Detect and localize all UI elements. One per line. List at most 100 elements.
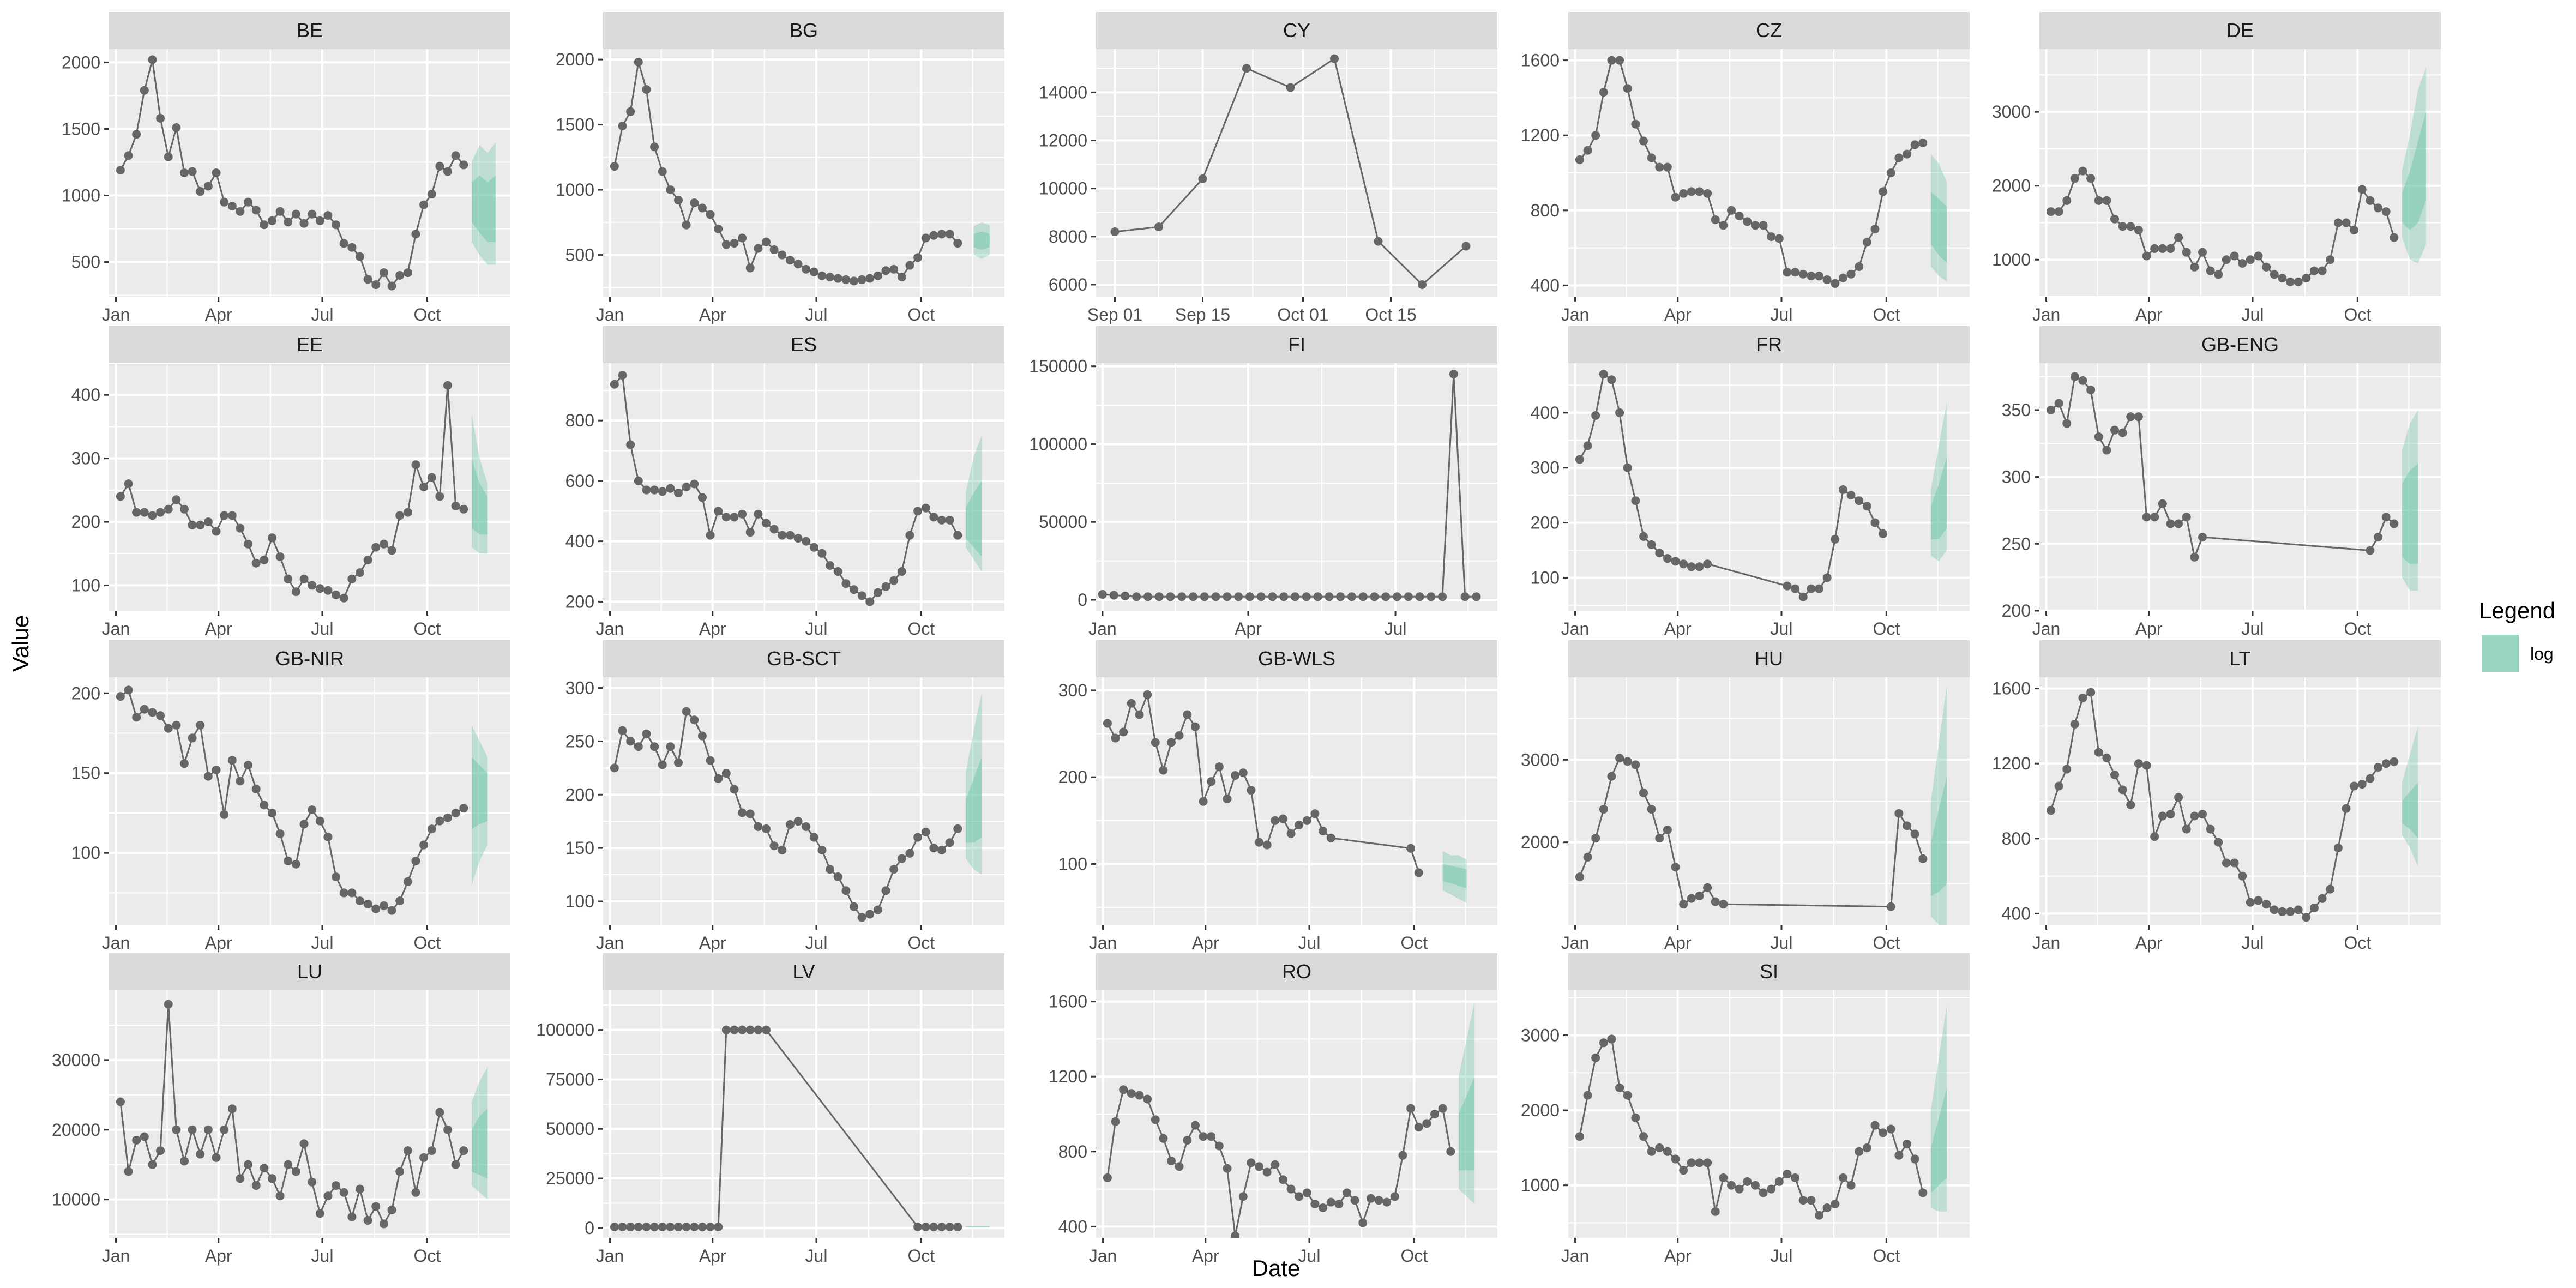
data-point bbox=[929, 231, 938, 240]
x-tick-label: Oct bbox=[2344, 933, 2371, 953]
data-point bbox=[2190, 552, 2199, 562]
data-point bbox=[2326, 884, 2335, 894]
strip-label: RO bbox=[1282, 960, 1311, 983]
data-point bbox=[1151, 1115, 1160, 1124]
data-point bbox=[1109, 591, 1118, 600]
data-point bbox=[427, 190, 436, 199]
data-point bbox=[1381, 592, 1391, 601]
x-tick-label: Oct bbox=[1873, 933, 1900, 953]
data-point bbox=[865, 910, 875, 919]
data-point bbox=[754, 244, 763, 253]
data-point bbox=[2374, 763, 2382, 772]
data-point bbox=[203, 1125, 213, 1134]
data-point bbox=[435, 816, 444, 826]
data-point bbox=[2110, 425, 2119, 435]
data-point bbox=[1639, 1132, 1648, 1141]
y-tick-label: 3000 bbox=[1521, 750, 1560, 769]
plot-background bbox=[2039, 49, 2441, 297]
data-point bbox=[1838, 1173, 1847, 1182]
data-point bbox=[1414, 1123, 1423, 1132]
data-point bbox=[634, 476, 643, 485]
data-point bbox=[1822, 573, 1832, 582]
data-point bbox=[1438, 1104, 1447, 1113]
data-point bbox=[2366, 774, 2375, 783]
data-point bbox=[1831, 534, 1840, 544]
data-point bbox=[953, 239, 962, 248]
data-point bbox=[427, 824, 436, 834]
strip-ee bbox=[109, 326, 510, 363]
x-tick-label: Jan bbox=[2032, 619, 2061, 639]
plot-background bbox=[109, 49, 510, 297]
data-point bbox=[1695, 1158, 1704, 1167]
data-point bbox=[451, 808, 460, 817]
data-point bbox=[1663, 1147, 1672, 1156]
data-point bbox=[196, 720, 205, 730]
panel-lt: LT 400 800 1200 1600 Jan Apr Jul Oct bbox=[1992, 640, 2441, 953]
data-point bbox=[411, 1188, 420, 1197]
data-point bbox=[244, 539, 253, 549]
data-point bbox=[116, 166, 125, 175]
panel-si: SI 1000 2000 3000 Jan Apr Jul Oct bbox=[1521, 953, 1970, 1266]
data-point bbox=[2102, 753, 2111, 762]
data-point bbox=[921, 233, 930, 243]
data-point bbox=[132, 130, 141, 139]
y-tick-label: 150 bbox=[71, 763, 100, 783]
data-point bbox=[642, 1223, 651, 1232]
data-point bbox=[356, 252, 364, 261]
data-point bbox=[227, 1104, 237, 1114]
forecast-band-outer bbox=[471, 725, 488, 885]
y-tick-label: 14000 bbox=[1039, 82, 1087, 102]
data-point bbox=[236, 1174, 245, 1183]
data-point bbox=[714, 774, 723, 783]
data-point bbox=[2094, 432, 2103, 441]
data-point bbox=[395, 1167, 405, 1176]
forecast-band-inner bbox=[2402, 112, 2426, 231]
panel-gb-sct: GB-SCT 100 150 200 250 300 Jan Apr Jul Oct bbox=[565, 640, 1004, 953]
x-tick-label: Apr bbox=[699, 1246, 726, 1266]
data-point bbox=[124, 685, 133, 695]
data-point bbox=[1214, 1141, 1224, 1151]
data-point bbox=[721, 513, 731, 522]
x-tick-label: Oct 15 bbox=[1365, 305, 1416, 324]
data-point bbox=[921, 827, 930, 836]
data-point bbox=[1807, 1196, 1816, 1205]
data-point bbox=[236, 207, 245, 216]
data-point bbox=[2046, 806, 2055, 815]
data-point bbox=[1703, 883, 1712, 892]
panel-gb-eng: GB-ENG 200 250 300 350 Jan Apr Jul Oct bbox=[2002, 326, 2441, 639]
data-point bbox=[1198, 174, 1207, 184]
data-point bbox=[1807, 584, 1816, 593]
data-point bbox=[308, 1177, 317, 1187]
data-point bbox=[1791, 268, 1800, 277]
y-tick-label: 100000 bbox=[536, 1020, 594, 1040]
data-point bbox=[745, 1025, 755, 1034]
x-tick-label: Jul bbox=[805, 1246, 828, 1266]
y-axis-title: Value bbox=[8, 615, 33, 672]
data-point bbox=[156, 1146, 165, 1155]
data-point bbox=[2150, 832, 2159, 841]
x-tick-label: Oct bbox=[413, 933, 441, 953]
data-point bbox=[1711, 897, 1720, 906]
data-point bbox=[2198, 248, 2207, 257]
strip-lv bbox=[603, 953, 1004, 990]
data-point bbox=[937, 846, 946, 855]
data-point bbox=[2230, 858, 2239, 868]
data-point bbox=[339, 239, 348, 248]
data-point bbox=[236, 523, 245, 533]
data-point bbox=[1154, 222, 1163, 232]
y-tick-label: 800 bbox=[1531, 201, 1560, 220]
data-point bbox=[674, 196, 683, 205]
data-point bbox=[291, 1167, 300, 1176]
x-tick-label: Apr bbox=[1664, 933, 1692, 953]
data-point bbox=[1255, 1162, 1263, 1171]
data-point bbox=[2046, 207, 2055, 216]
data-point bbox=[626, 737, 635, 746]
data-point bbox=[1398, 1151, 1407, 1160]
data-point bbox=[1870, 518, 1880, 527]
data-point bbox=[1406, 844, 1416, 853]
data-point bbox=[745, 263, 755, 273]
data-point bbox=[220, 511, 229, 520]
y-tick-label: 150 bbox=[565, 838, 594, 858]
data-point bbox=[1607, 56, 1616, 65]
data-point bbox=[1838, 485, 1847, 495]
